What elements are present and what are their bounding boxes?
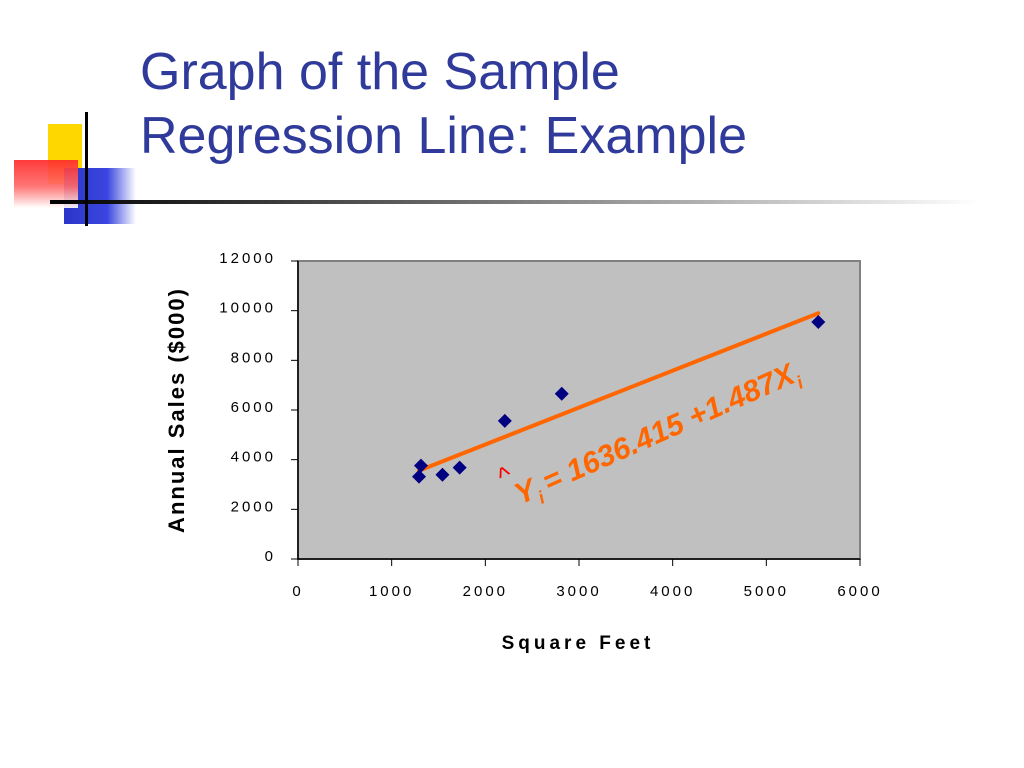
slide-title-line-2: Regression Line: Example — [140, 107, 747, 165]
plot-area — [297, 260, 861, 560]
x-tick-label: 2000 — [463, 583, 508, 600]
x-tick-label: 4000 — [650, 583, 695, 600]
data-points — [412, 315, 826, 484]
data-point — [554, 386, 569, 401]
y-axis-label: Annual Sales ($000) — [164, 287, 189, 533]
vertical-rule — [85, 112, 88, 226]
y-tick-label: 8000 — [231, 349, 276, 366]
y-tick-label: 10000 — [219, 300, 276, 317]
data-point — [435, 467, 450, 482]
x-tick-label: 3000 — [556, 583, 601, 600]
slide-title-line-1: Graph of the Sample — [140, 43, 620, 101]
data-point — [497, 413, 512, 428]
regression-line-group — [417, 311, 821, 473]
slide-decoration — [14, 112, 980, 226]
y-tick-label: 2000 — [231, 498, 276, 515]
data-point — [412, 469, 427, 484]
regression-line — [417, 311, 821, 473]
x-tick-label: 1000 — [369, 583, 414, 600]
y-tick-label: 12000 — [219, 250, 276, 267]
data-point — [413, 458, 428, 473]
x-tick-label: 5000 — [744, 583, 789, 600]
x-axis-label: Square Feet — [502, 633, 655, 654]
y-tick-label: 6000 — [231, 399, 276, 416]
slide-title: Graph of the Sample Regression Line: Exa… — [140, 40, 1000, 168]
y-tick-label: 4000 — [231, 449, 276, 466]
x-tick-label: 6000 — [837, 583, 882, 600]
axes — [291, 260, 861, 566]
title-rule — [50, 200, 980, 204]
data-point — [452, 460, 467, 475]
tick-labels: 0 1000 2000 3000 4000 5000 6000 0 2000 4000 6000 80… — [219, 250, 882, 600]
x-tick-label: 0 — [292, 583, 303, 600]
y-tick-label: 0 — [265, 548, 276, 565]
data-point — [811, 315, 826, 330]
